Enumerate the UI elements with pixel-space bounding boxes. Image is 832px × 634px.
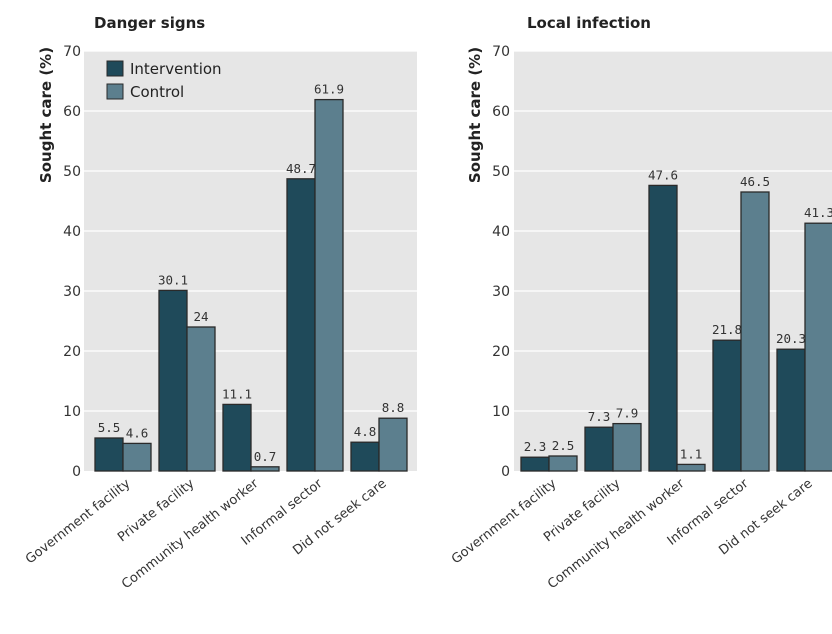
- data-label: 30.1: [158, 272, 188, 287]
- category-label: Government facility: [23, 476, 134, 567]
- y-tick-label: 30: [492, 284, 510, 300]
- y-tick-label: 60: [63, 104, 81, 120]
- data-label: 24: [193, 309, 208, 324]
- bar-intervention-government-facility: [520, 456, 550, 472]
- bar-intervention-community-health-worker: [648, 184, 678, 472]
- data-label: 48.7: [286, 161, 316, 176]
- data-label: 4.8: [354, 424, 377, 439]
- y-tick-label: 10: [63, 404, 81, 420]
- bar-intervention-government-facility: [94, 437, 124, 472]
- panel-title-1: Danger signs: [94, 14, 205, 32]
- y-tick-label: 20: [63, 344, 81, 360]
- category-label: Government facility: [449, 476, 560, 567]
- y-tick-label: 20: [492, 344, 510, 360]
- bar-intervention-informal-sector: [712, 339, 742, 472]
- bar-intervention-did-not-seek-care: [350, 441, 380, 472]
- panel-title-2: Local infection: [527, 14, 651, 32]
- plot-area-1: [84, 51, 417, 471]
- y-axis-label: Sought care (%): [37, 47, 55, 183]
- bar-control-private-facility: [186, 326, 216, 472]
- data-label: 2.5: [552, 438, 575, 453]
- data-label: 11.1: [222, 386, 252, 401]
- y-axis-label: Sought care (%): [466, 47, 484, 183]
- bar-control-community-health-worker: [250, 466, 280, 472]
- data-label: 7.3: [588, 409, 611, 424]
- data-label: 21.8: [712, 322, 742, 337]
- data-label: 5.5: [98, 420, 121, 435]
- y-tick-label: 50: [63, 164, 81, 180]
- bar-intervention-community-health-worker: [222, 403, 252, 472]
- bar-control-government-facility: [548, 455, 578, 472]
- bar-control-community-health-worker: [676, 463, 706, 472]
- bar-intervention-informal-sector: [286, 178, 316, 472]
- data-label: 8.8: [382, 400, 405, 415]
- y-tick-label: 30: [63, 284, 81, 300]
- bar-control-private-facility: [612, 422, 642, 472]
- data-label: 20.3: [776, 331, 806, 346]
- data-label: 47.6: [648, 167, 678, 182]
- legend-label-control: Control: [130, 83, 184, 101]
- y-tick-label: 0: [501, 464, 510, 480]
- data-label: 4.6: [126, 425, 149, 440]
- bar-control-informal-sector: [740, 191, 770, 472]
- data-label: 61.9: [314, 82, 344, 97]
- legend-swatch-intervention: [106, 60, 124, 77]
- y-tick-label: 40: [492, 224, 510, 240]
- y-tick-label: 60: [492, 104, 510, 120]
- data-label: 46.5: [740, 174, 770, 189]
- y-tick-label: 40: [63, 224, 81, 240]
- y-tick-label: 70: [492, 44, 510, 60]
- data-label: 41.3: [804, 205, 832, 220]
- legend-swatch-control: [106, 83, 124, 100]
- y-tick-label: 70: [63, 44, 81, 60]
- bar-intervention-private-facility: [158, 289, 188, 472]
- bar-control-did-not-seek-care: [804, 222, 832, 472]
- bar-control-government-facility: [122, 442, 152, 472]
- data-label: 0.7: [254, 449, 277, 464]
- data-label: 1.1: [680, 446, 703, 461]
- bar-intervention-did-not-seek-care: [776, 348, 806, 472]
- bar-control-informal-sector: [314, 98, 344, 472]
- y-tick-label: 10: [492, 404, 510, 420]
- bar-intervention-private-facility: [584, 426, 614, 472]
- data-label: 7.9: [616, 406, 639, 421]
- legend-label-intervention: Intervention: [130, 60, 222, 78]
- data-label: 2.3: [524, 439, 547, 454]
- bar-control-did-not-seek-care: [378, 417, 408, 472]
- y-tick-label: 0: [72, 464, 81, 480]
- y-tick-label: 50: [492, 164, 510, 180]
